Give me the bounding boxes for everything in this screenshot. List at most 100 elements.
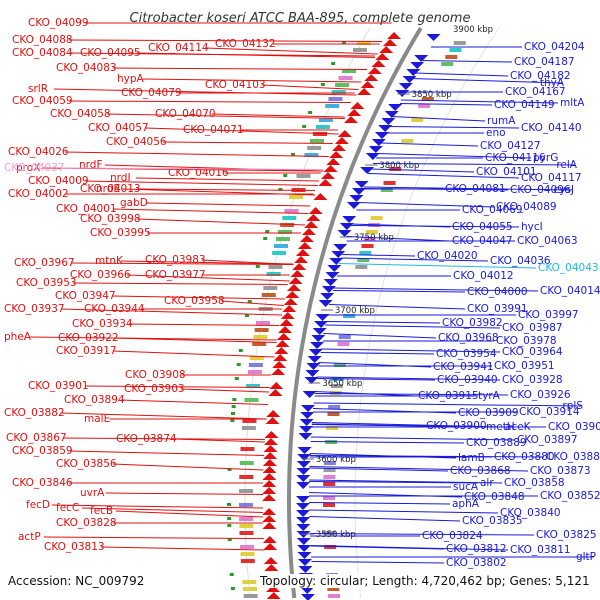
rna-marker [227,517,232,520]
tick-label-partial: 3900 kbp [453,25,493,35]
label-connector [316,376,501,381]
reverse-gene-arrow [296,538,311,545]
gene-label-right: CKO_04101 [476,166,537,178]
label-connector [72,282,288,285]
cog-category-block [239,531,254,535]
cog-category-block [246,384,261,388]
cog-category-block [356,41,371,45]
gene-label-left: nrdE [96,183,120,195]
gene-label-right: CKO_04020 [417,250,478,262]
label-connector [204,47,378,55]
gene-label-right: CKO_03840 [500,507,561,519]
reverse-gene-arrow [327,265,342,272]
cog-category-block [323,461,336,465]
reverse-gene-arrow [365,153,380,160]
forward-gene-arrow [326,158,341,165]
right-labels: CKO_04204 CKO_04187 CKO_04182thyACKO_04167… [308,41,600,569]
gene-label-right: CKO_04116 [485,152,546,164]
rna-marker [230,419,235,422]
reverse-gene-arrow [299,426,314,433]
cog-category-block [338,335,351,339]
reverse-gene-arrow [371,139,386,146]
label-connector [261,84,359,90]
gene-label-right: CKO_03835 [462,515,523,527]
label-connector [309,479,503,484]
rna-marker [227,503,232,506]
reverse-gene-arrow [414,55,429,62]
reverse-gene-arrow [360,167,375,174]
label-connector [422,60,513,63]
forward-gene-arrow [262,459,277,466]
cog-category-block [276,237,291,241]
gene-label-left: CKO_04071 [183,124,244,136]
forward-gene-arrow [263,445,278,452]
cog-category-block [315,125,330,129]
cog-category-block [328,405,341,409]
gene-label-left: CKO_03983 [145,254,206,266]
rna-marker [244,314,249,317]
reverse-gene-arrow [402,76,417,83]
reverse-gene-arrow [300,412,315,419]
reverse-gene-arrow [342,216,357,223]
forward-gene-arrow [264,431,279,438]
reverse-gene-arrow [302,391,317,398]
cog-category-block [240,552,255,556]
cog-category-block [323,468,336,472]
label-connector [60,167,323,170]
reverse-gene-arrow [374,132,389,139]
label-connector [357,202,495,208]
label-connector [64,151,329,157]
cog-category-block [243,594,258,598]
label-connector [51,504,264,509]
forward-gene-arrow [299,235,314,242]
rna-marker [247,300,252,303]
label-connector [144,127,339,135]
cog-category-block [323,503,336,507]
gene-label-right: CKO_04187 [514,56,575,68]
cog-category-block [328,97,343,101]
forward-gene-arrow [323,165,338,172]
label-connector [115,510,264,518]
cog-category-block [280,223,295,227]
cog-category-block [272,251,287,255]
gene-label-left: CKO_04103 [205,79,266,91]
label-connector [381,142,479,147]
label-connector [53,88,357,96]
label-connector [112,350,275,358]
reverse-gene-arrow [300,594,315,600]
gene-label-right: CKO_03914 [519,406,580,418]
gene-label-left: srlR [28,83,48,95]
forward-gene-arrow [272,361,287,368]
cog-category-block [241,426,256,430]
cog-category-block [255,321,270,325]
cog-category-block [353,48,368,52]
gene-label-left: CKO_03966 [70,269,131,281]
cog-category-block [355,265,368,269]
gene-label-right: CKO_03968 [438,332,499,344]
gene-label-left: nrdI [110,172,131,184]
gene-label-right: CKO_03868 [450,465,511,477]
forward-gene-arrow [262,508,277,515]
gene-label-right: CKO_03926 [510,389,571,401]
gene-label-left: hypA [117,73,145,85]
cog-category-block [363,237,376,241]
gene-label-right: mltA [560,97,585,109]
cog-category-block [266,272,281,276]
gene-label-left: CKO_04037 [4,162,65,174]
gene-label-left: gabD [120,197,148,209]
gene-label-left: CKO_04002 [8,188,69,200]
gene-label-left: CKO_03828 [56,517,117,529]
gene-label-right: CKO_04055 [452,221,513,233]
forward-gene-arrow [297,242,312,249]
forward-gene-arrow [387,32,402,39]
reverse-gene-arrow [296,517,311,524]
cog-category-block [342,69,357,73]
label-connector [145,202,311,207]
label-connector [399,103,493,106]
label-connector [142,78,362,83]
gene-label-left: proX [16,162,40,174]
genome-summary-text: Topology: circular; Length: 4,720,462 bp… [258,574,592,588]
rna-marker [230,412,235,415]
reverse-gene-arrow [297,447,312,454]
